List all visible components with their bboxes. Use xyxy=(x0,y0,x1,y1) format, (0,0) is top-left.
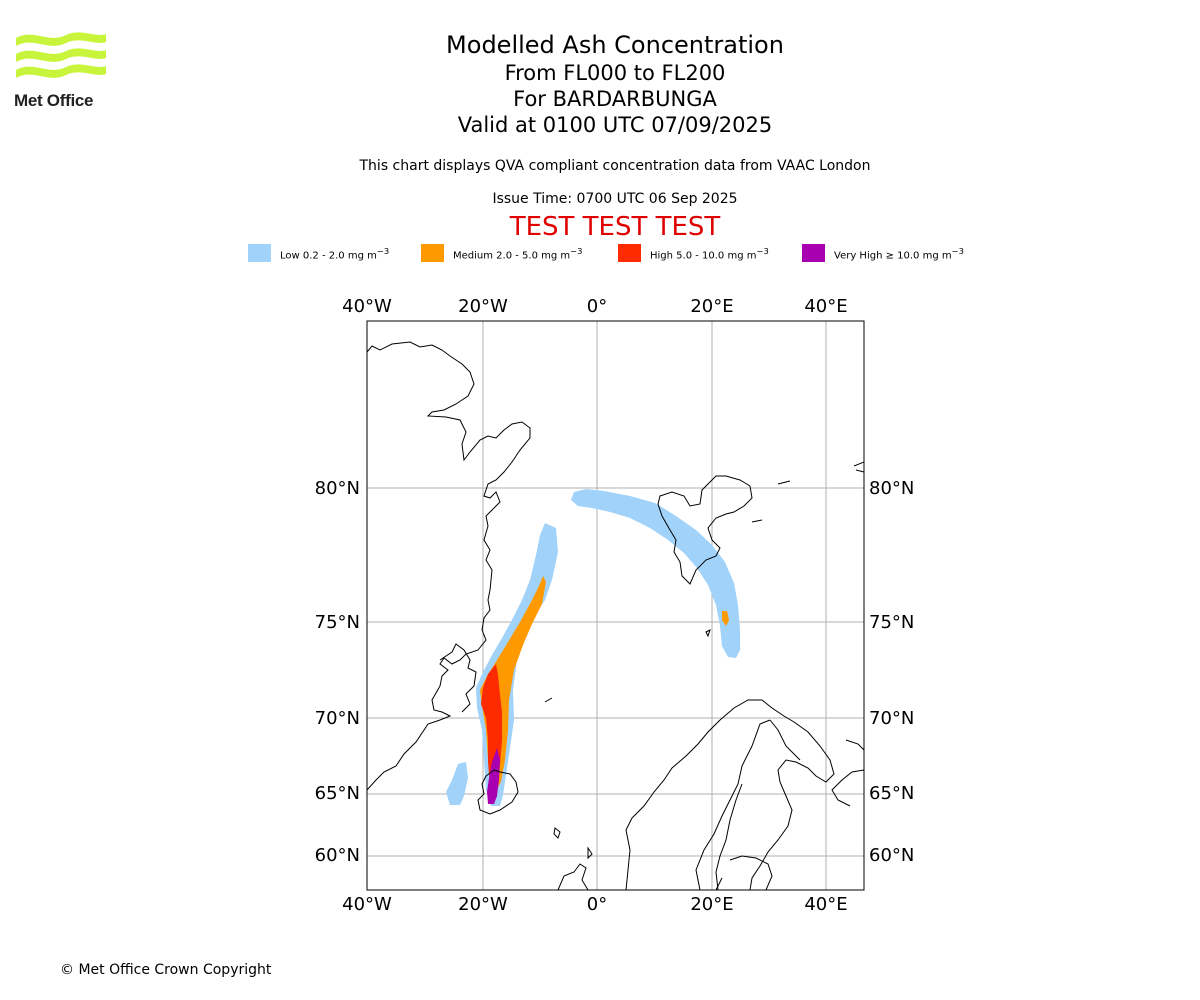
lon-label-top: 40°W xyxy=(342,296,392,317)
volcano-name: For BARDARBUNGA xyxy=(513,87,717,111)
test-banner: TEST TEST TEST xyxy=(509,212,721,242)
legend-label-very-high: Very High ≥ 10.0 mg m−3 xyxy=(834,246,964,262)
lon-labels-top: 40°W 20°W 0° 20°E 40°E xyxy=(342,296,847,317)
lon-label-bottom: 40°E xyxy=(804,894,847,915)
coast-greenland-east-fjords xyxy=(439,643,477,713)
met-office-logo-waves xyxy=(16,32,106,78)
coast-svalbard-east xyxy=(751,461,864,523)
map-frame xyxy=(366,320,865,891)
lat-label-right: 60°N xyxy=(869,845,914,866)
concentration-legend: Low 0.2 - 2.0 mg m−3 Medium 2.0 - 5.0 mg… xyxy=(0,244,1200,264)
lat-label-left: 75°N xyxy=(315,612,360,633)
ash-arc-low xyxy=(571,489,740,658)
ash-patch-medium-east xyxy=(722,611,729,626)
legend-label-medium: Medium 2.0 - 5.0 mg m−3 xyxy=(453,246,583,262)
chart-titles: Modelled Ash Concentration From FL000 to… xyxy=(415,30,815,138)
ash-very-high-layer xyxy=(487,748,500,804)
coast-iceland xyxy=(477,769,519,815)
lat-label-right: 65°N xyxy=(869,783,914,804)
legend-swatch-high xyxy=(618,244,641,262)
lat-label-right: 75°N xyxy=(869,612,914,633)
lat-label-left: 60°N xyxy=(315,845,360,866)
ash-medium-layer xyxy=(480,576,729,790)
lat-labels-left: 80°N 75°N 70°N 65°N 60°N xyxy=(315,478,360,866)
coastlines xyxy=(367,341,864,890)
lon-label-top: 20°E xyxy=(690,296,733,317)
chart-description: This chart displays QVA compliant concen… xyxy=(359,158,871,174)
map-gridlines xyxy=(367,321,864,890)
lon-labels-bottom: 40°W 20°W 0° 20°E 40°E xyxy=(342,894,847,915)
copyright-notice: © Met Office Crown Copyright xyxy=(60,962,272,978)
flight-level-range: From FL000 to FL200 xyxy=(504,61,726,85)
lat-label-left: 80°N xyxy=(315,478,360,499)
legend-label-high: High 5.0 - 10.0 mg m−3 xyxy=(650,246,769,262)
page-title: Modelled Ash Concentration xyxy=(446,31,784,59)
lat-label-right: 70°N xyxy=(869,708,914,729)
coast-baltic xyxy=(715,855,773,890)
ash-patch-low-west xyxy=(446,762,468,805)
issue-time: Issue Time: 0700 UTC 06 Sep 2025 xyxy=(492,191,738,207)
lon-label-top: 0° xyxy=(587,296,607,317)
lon-label-top: 40°E xyxy=(804,296,847,317)
coast-kola xyxy=(831,739,864,807)
lon-label-bottom: 20°E xyxy=(690,894,733,915)
valid-time: Valid at 0100 UTC 07/09/2025 xyxy=(457,113,773,137)
coast-scandinavia xyxy=(625,699,835,890)
met-office-logo-text: Met Office xyxy=(14,91,94,110)
coast-scotland xyxy=(557,863,589,890)
lat-label-left: 70°N xyxy=(315,708,360,729)
coast-bear-island xyxy=(705,629,711,638)
met-office-logo: Met Office xyxy=(14,30,108,112)
lon-label-bottom: 40°W xyxy=(342,894,392,915)
coast-borders xyxy=(695,719,801,890)
coast-faroe xyxy=(553,827,561,839)
legend-swatch-very-high xyxy=(802,244,825,262)
coast-shetland xyxy=(587,846,593,860)
legend-label-low: Low 0.2 - 2.0 mg m−3 xyxy=(280,246,390,262)
lat-labels-right: 80°N 75°N 70°N 65°N 60°N xyxy=(869,478,914,866)
coast-greenland-north xyxy=(367,341,531,791)
ash-plume-very-high xyxy=(487,748,500,804)
coast-jan-mayen xyxy=(544,697,553,703)
lat-label-left: 65°N xyxy=(315,783,360,804)
legend-swatch-low xyxy=(248,244,271,262)
lat-label-right: 80°N xyxy=(869,478,914,499)
lon-label-bottom: 20°W xyxy=(458,894,508,915)
lon-label-top: 20°W xyxy=(458,296,508,317)
legend-swatch-medium xyxy=(421,244,444,262)
lon-label-bottom: 0° xyxy=(587,894,607,915)
coast-svalbard xyxy=(657,475,753,585)
